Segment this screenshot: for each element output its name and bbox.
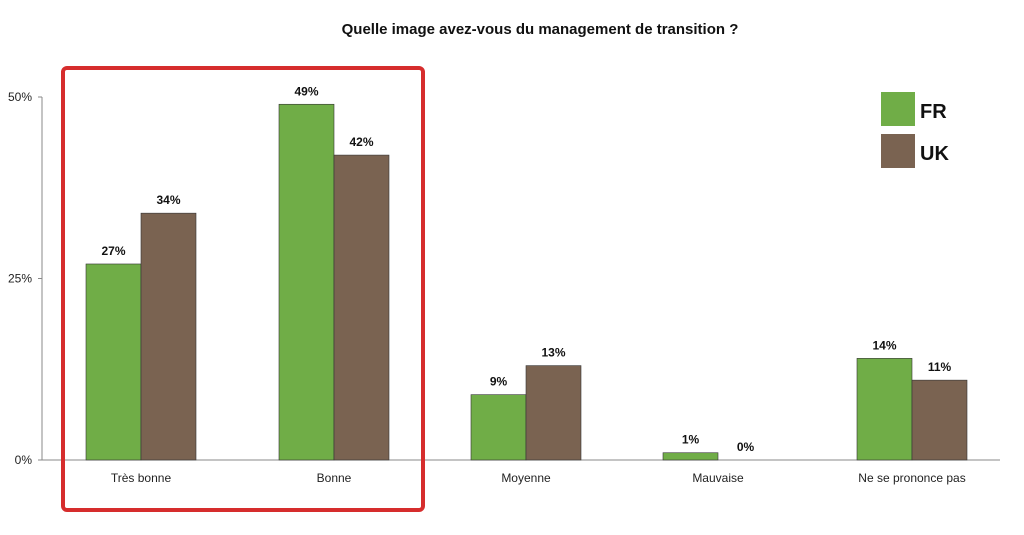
bar-uk bbox=[140, 212, 197, 461]
category-labels: Très bonne Bonne Moyenne Mauvaise Ne se pron… bbox=[111, 471, 966, 485]
data-label: 0% bbox=[737, 440, 755, 454]
legend: FR UK bbox=[881, 92, 949, 168]
category-label: Très bonne bbox=[111, 471, 172, 485]
data-label: 27% bbox=[101, 244, 125, 258]
bar-uk bbox=[911, 379, 968, 461]
bar-uk bbox=[333, 154, 390, 461]
data-label: 49% bbox=[294, 84, 318, 98]
bars: 27% 34% 49% 42% 9% 13% 1% 0% 14% 11% bbox=[85, 84, 968, 461]
data-label: 1% bbox=[682, 433, 700, 447]
bar-fr bbox=[856, 358, 913, 461]
legend-swatch-uk bbox=[881, 134, 915, 168]
legend-swatch-fr bbox=[881, 92, 915, 126]
chart-title: Quelle image avez-vous du management de … bbox=[342, 21, 739, 38]
y-tick-labels: 0% 25% 50% bbox=[8, 90, 42, 467]
data-label: 34% bbox=[156, 193, 180, 207]
highlight-box bbox=[61, 66, 425, 512]
bar-fr bbox=[278, 103, 335, 461]
y-tick-label: 50% bbox=[8, 90, 32, 104]
y-tick-label: 0% bbox=[15, 453, 33, 467]
category-label: Mauvaise bbox=[692, 471, 744, 485]
bar-fr bbox=[662, 452, 719, 461]
legend-label-uk: UK bbox=[920, 143, 949, 165]
legend-label-fr: FR bbox=[920, 101, 947, 123]
data-label: 42% bbox=[349, 135, 373, 149]
data-label: 14% bbox=[872, 338, 896, 352]
data-label: 13% bbox=[541, 346, 565, 360]
data-label: 11% bbox=[928, 360, 952, 374]
category-label: Moyenne bbox=[501, 471, 551, 485]
bar-uk bbox=[525, 365, 582, 461]
category-label: Ne se prononce pas bbox=[858, 471, 965, 485]
bar-fr bbox=[470, 394, 527, 461]
y-tick-label: 25% bbox=[8, 272, 32, 286]
data-label: 9% bbox=[490, 375, 508, 389]
bar-fr bbox=[85, 263, 142, 461]
category-label: Bonne bbox=[317, 471, 352, 485]
